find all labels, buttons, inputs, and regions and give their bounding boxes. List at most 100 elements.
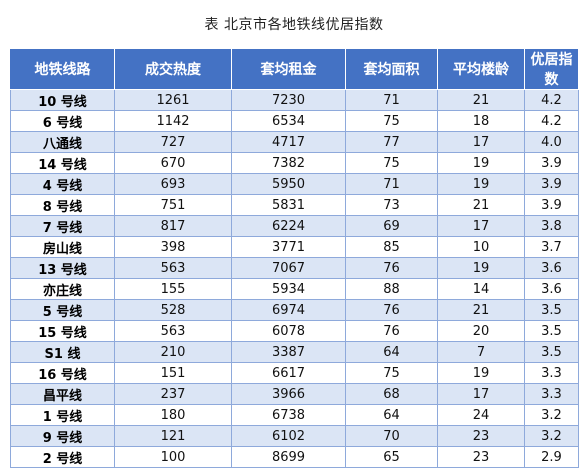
cell-avg-area: 70: [345, 425, 438, 447]
metro-livability-table: 地铁线路 成交热度 套均租金 套均面积 平均楼龄 优居指数 10 号线 1261 7…: [10, 48, 579, 468]
cell-avg-building-age: 19: [437, 362, 525, 384]
cell-livability-index: 3.6: [524, 278, 579, 300]
cell-line: 15 号线: [10, 320, 115, 342]
table-row: 10 号线 1261 7230 71 21 4.2: [10, 89, 579, 111]
cell-avg-building-age: 17: [437, 215, 525, 237]
table-row: 9 号线 121 6102 70 23 3.2: [10, 425, 579, 447]
cell-deal-heat: 1261: [114, 89, 232, 111]
table-row: 6 号线 1142 6534 75 18 4.2: [10, 110, 579, 132]
cell-deal-heat: 121: [114, 425, 232, 447]
cell-line: 16 号线: [10, 362, 115, 384]
cell-avg-building-age: 20: [437, 320, 525, 342]
cell-livability-index: 3.2: [524, 425, 579, 447]
cell-livability-index: 4.2: [524, 110, 579, 132]
cell-livability-index: 3.7: [524, 236, 579, 258]
table-body: 10 号线 1261 7230 71 21 4.2 6 号线 1142 6534 75 18 4.2 八…: [10, 89, 579, 468]
cell-avg-area: 64: [345, 341, 438, 363]
header-livability-index: 优居指数: [524, 48, 579, 90]
cell-livability-index: 3.3: [524, 362, 579, 384]
table-row: 亦庄线 155 5934 88 14 3.6: [10, 278, 579, 300]
header-row: 地铁线路 成交热度 套均租金 套均面积 平均楼龄 优居指数: [10, 48, 579, 90]
cell-livability-index: 3.3: [524, 383, 579, 405]
cell-line: 8 号线: [10, 194, 115, 216]
cell-livability-index: 4.2: [524, 89, 579, 111]
cell-avg-building-age: 19: [437, 152, 525, 174]
cell-avg-rent: 6738: [231, 404, 346, 426]
header-avg-building-age: 平均楼龄: [437, 48, 525, 90]
cell-deal-heat: 563: [114, 320, 232, 342]
cell-avg-building-age: 23: [437, 425, 525, 447]
cell-line: 1 号线: [10, 404, 115, 426]
table-caption: 表 北京市各地铁线优居指数: [204, 17, 384, 33]
cell-deal-heat: 151: [114, 362, 232, 384]
cell-livability-index: 3.6: [524, 257, 579, 279]
cell-avg-rent: 3387: [231, 341, 346, 363]
cell-avg-area: 75: [345, 362, 438, 384]
cell-deal-heat: 751: [114, 194, 232, 216]
cell-livability-index: 3.9: [524, 194, 579, 216]
cell-deal-heat: 180: [114, 404, 232, 426]
table-row: 13 号线 563 7067 76 19 3.6: [10, 257, 579, 279]
cell-line: 昌平线: [10, 383, 115, 405]
cell-avg-area: 71: [345, 89, 438, 111]
table-row: 2 号线 100 8699 65 23 2.9: [10, 446, 579, 468]
cell-line: 6 号线: [10, 110, 115, 132]
cell-deal-heat: 237: [114, 383, 232, 405]
cell-deal-heat: 155: [114, 278, 232, 300]
cell-deal-heat: 693: [114, 173, 232, 195]
cell-line: 亦庄线: [10, 278, 115, 300]
cell-avg-area: 65: [345, 446, 438, 468]
cell-avg-building-age: 18: [437, 110, 525, 132]
cell-deal-heat: 398: [114, 236, 232, 258]
cell-avg-building-age: 19: [437, 257, 525, 279]
header-line: 地铁线路: [10, 48, 115, 90]
cell-avg-area: 68: [345, 383, 438, 405]
table-row: 昌平线 237 3966 68 17 3.3: [10, 383, 579, 405]
cell-line: 7 号线: [10, 215, 115, 237]
cell-avg-rent: 5950: [231, 173, 346, 195]
cell-avg-area: 85: [345, 236, 438, 258]
cell-avg-building-age: 17: [437, 131, 525, 153]
cell-avg-building-age: 23: [437, 446, 525, 468]
cell-avg-rent: 4717: [231, 131, 346, 153]
cell-avg-rent: 6102: [231, 425, 346, 447]
cell-avg-building-age: 21: [437, 299, 525, 321]
cell-livability-index: 3.2: [524, 404, 579, 426]
cell-deal-heat: 1142: [114, 110, 232, 132]
cell-avg-area: 64: [345, 404, 438, 426]
cell-avg-rent: 6224: [231, 215, 346, 237]
cell-avg-area: 76: [345, 257, 438, 279]
cell-avg-rent: 6078: [231, 320, 346, 342]
cell-line: 10 号线: [10, 89, 115, 111]
cell-avg-area: 75: [345, 152, 438, 174]
cell-avg-rent: 7067: [231, 257, 346, 279]
table-row: 1 号线 180 6738 64 24 3.2: [10, 404, 579, 426]
cell-avg-rent: 6617: [231, 362, 346, 384]
cell-avg-area: 76: [345, 320, 438, 342]
header-deal-heat: 成交热度: [114, 48, 232, 90]
cell-avg-area: 73: [345, 194, 438, 216]
cell-livability-index: 3.5: [524, 320, 579, 342]
table-row: 7 号线 817 6224 69 17 3.8: [10, 215, 579, 237]
table-header: 地铁线路 成交热度 套均租金 套均面积 平均楼龄 优居指数: [10, 48, 579, 90]
cell-line: 9 号线: [10, 425, 115, 447]
cell-deal-heat: 817: [114, 215, 232, 237]
cell-line: 13 号线: [10, 257, 115, 279]
cell-avg-building-age: 24: [437, 404, 525, 426]
cell-line: 房山线: [10, 236, 115, 258]
cell-livability-index: 4.0: [524, 131, 579, 153]
cell-deal-heat: 100: [114, 446, 232, 468]
cell-avg-rent: 5934: [231, 278, 346, 300]
cell-avg-building-age: 10: [437, 236, 525, 258]
table-row: 房山线 398 3771 85 10 3.7: [10, 236, 579, 258]
cell-avg-rent: 8699: [231, 446, 346, 468]
cell-avg-rent: 6534: [231, 110, 346, 132]
cell-livability-index: 3.5: [524, 341, 579, 363]
cell-avg-area: 77: [345, 131, 438, 153]
cell-avg-building-age: 21: [437, 194, 525, 216]
cell-avg-rent: 7230: [231, 89, 346, 111]
cell-livability-index: 3.9: [524, 152, 579, 174]
cell-line: 4 号线: [10, 173, 115, 195]
cell-avg-area: 76: [345, 299, 438, 321]
cell-avg-rent: 7382: [231, 152, 346, 174]
